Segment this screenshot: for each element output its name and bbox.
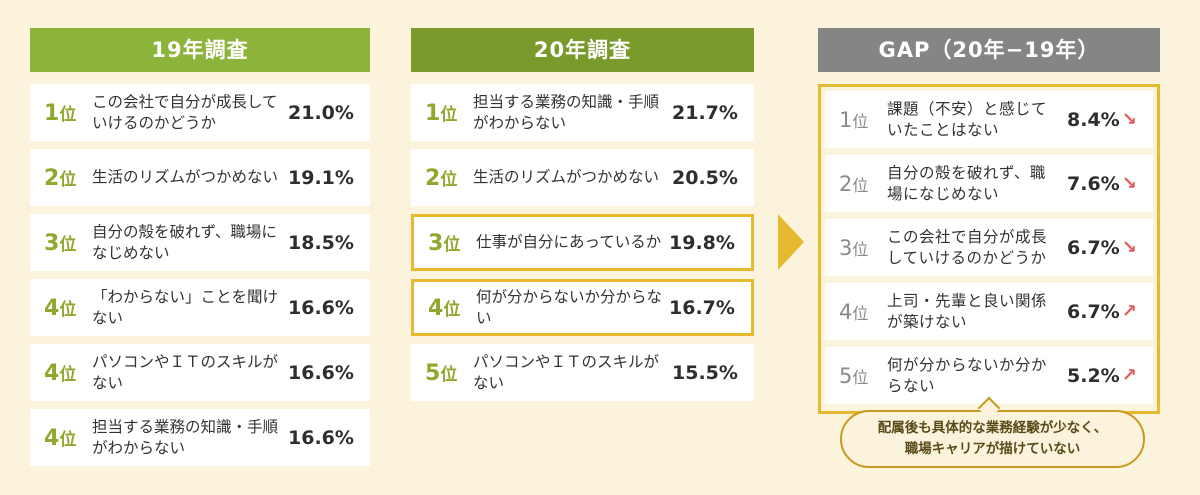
item-value: 18.5% bbox=[288, 231, 354, 254]
ranking-row: 1位 この会社で自分が成長していけるのかどうか 21.0% bbox=[30, 84, 370, 141]
rank-label: 1位 bbox=[425, 100, 458, 126]
survey-2020-header: 20年調査 bbox=[411, 28, 754, 72]
item-text: 課題（不安）と感じていたことはない bbox=[887, 99, 1048, 139]
survey-2019-column: 19年調査 1位 この会社で自分が成長していけるのかどうか 21.0% 2位 生… bbox=[30, 28, 370, 474]
rank-label: 1位 bbox=[44, 100, 77, 126]
ranking-row: 2位 生活のリズムがつかめない 20.5% bbox=[411, 149, 754, 206]
trend-down-icon: ↘ bbox=[1121, 237, 1137, 258]
ranking-row: 5位 何が分からないか分からない 5.2% ↗ bbox=[825, 347, 1153, 404]
item-value: 8.4% ↘ bbox=[1067, 108, 1137, 131]
gap-header: GAP（20年−19年） bbox=[818, 28, 1160, 72]
item-text: 何が分からないか分からない bbox=[476, 287, 663, 327]
item-text: この会社で自分が成長していけるのかどうか bbox=[887, 227, 1048, 267]
item-text: 何が分からないか分からない bbox=[887, 355, 1048, 395]
item-value: 16.7% bbox=[669, 296, 735, 319]
item-value: 7.6% ↘ bbox=[1067, 172, 1137, 195]
rank-label: 5位 bbox=[839, 363, 869, 388]
ranking-row-highlighted: 3位 仕事が自分にあっているか 19.8% bbox=[411, 214, 754, 271]
item-value: 19.1% bbox=[288, 166, 354, 189]
item-value: 21.7% bbox=[672, 101, 738, 124]
item-value: 20.5% bbox=[672, 166, 738, 189]
survey-2019-header: 19年調査 bbox=[30, 28, 370, 72]
item-text: 自分の殻を破れず、職場になじめない bbox=[92, 222, 277, 262]
item-text: パソコンやＩＴのスキルがない bbox=[92, 352, 279, 392]
ranking-row: 4位 「わからない」ことを聞けない 16.6% bbox=[30, 279, 370, 336]
rank-label: 4位 bbox=[44, 295, 77, 321]
item-text: 担当する業務の知識・手順がわからない bbox=[473, 92, 660, 132]
item-value: 16.6% bbox=[288, 361, 354, 384]
item-text: 生活のリズムがつかめない bbox=[92, 168, 279, 186]
ranking-row: 4位 パソコンやＩＴのスキルがない 16.6% bbox=[30, 344, 370, 401]
ranking-row-highlighted: 4位 何が分からないか分からない 16.7% bbox=[411, 279, 754, 336]
rank-label: 4位 bbox=[44, 425, 77, 451]
ranking-row: 3位 自分の殻を破れず、職場になじめない 18.5% bbox=[30, 214, 370, 271]
item-text: 「わからない」ことを聞けない bbox=[92, 287, 279, 327]
rank-label: 2位 bbox=[839, 171, 869, 196]
rank-label: 3位 bbox=[44, 230, 77, 256]
rank-label: 2位 bbox=[44, 165, 77, 191]
trend-up-icon: ↗ bbox=[1121, 301, 1137, 322]
ranking-row: 5位 パソコンやＩＴのスキルがない 15.5% bbox=[411, 344, 754, 401]
trend-up-icon: ↗ bbox=[1121, 365, 1137, 386]
trend-down-icon: ↘ bbox=[1121, 173, 1137, 194]
rank-label: 2位 bbox=[425, 165, 458, 191]
item-value: 5.2% ↗ bbox=[1067, 364, 1137, 387]
right-arrow-icon bbox=[778, 214, 804, 270]
note-bubble: 配属後も具体的な業務経験が少なく、 職場キャリアが描けていない bbox=[840, 410, 1145, 468]
ranking-row: 4位 上司・先輩と良い関係が築けない 6.7% ↗ bbox=[825, 283, 1153, 340]
item-value: 6.7% ↗ bbox=[1067, 300, 1137, 323]
item-value: 15.5% bbox=[672, 361, 738, 384]
ranking-row: 4位 担当する業務の知識・手順がわからない 16.6% bbox=[30, 409, 370, 466]
rank-label: 1位 bbox=[839, 107, 869, 132]
rank-label: 4位 bbox=[839, 299, 869, 324]
ranking-row: 1位 課題（不安）と感じていたことはない 8.4% ↘ bbox=[825, 91, 1153, 148]
item-text: 上司・先輩と良い関係が築けない bbox=[887, 291, 1048, 331]
note-line-1: 配属後も具体的な業務経験が少なく、 bbox=[877, 420, 1108, 436]
ranking-row: 3位 この会社で自分が成長していけるのかどうか 6.7% ↘ bbox=[825, 219, 1153, 276]
ranking-row: 1位 担当する業務の知識・手順がわからない 21.7% bbox=[411, 84, 754, 141]
rank-label: 4位 bbox=[428, 295, 461, 321]
ranking-row: 2位 自分の殻を破れず、職場になじめない 7.6% ↘ bbox=[825, 155, 1153, 212]
rank-label: 5位 bbox=[425, 360, 458, 386]
item-text: 仕事が自分にあっているか bbox=[476, 233, 662, 251]
item-value: 19.8% bbox=[669, 231, 735, 254]
item-text: パソコンやＩＴのスキルがない bbox=[473, 352, 660, 392]
item-value: 16.6% bbox=[288, 426, 354, 449]
gap-frame: 1位 課題（不安）と感じていたことはない 8.4% ↘ 2位 自分の殻を破れず、職… bbox=[818, 84, 1160, 414]
rank-label: 3位 bbox=[839, 235, 869, 260]
note-line-2: 職場キャリアが描けていない bbox=[904, 441, 1081, 457]
item-text: 自分の殻を破れず、職場になじめない bbox=[887, 163, 1046, 203]
rank-label: 4位 bbox=[44, 360, 77, 386]
item-value: 16.6% bbox=[288, 296, 354, 319]
ranking-row: 2位 生活のリズムがつかめない 19.1% bbox=[30, 149, 370, 206]
rank-label: 3位 bbox=[428, 230, 461, 256]
item-text: 生活のリズムがつかめない bbox=[473, 168, 660, 186]
item-value: 21.0% bbox=[288, 101, 354, 124]
item-text: この会社で自分が成長していけるのかどうか bbox=[92, 92, 278, 132]
gap-column: GAP（20年−19年） 1位 課題（不安）と感じていたことはない 8.4% ↘ … bbox=[818, 28, 1160, 414]
trend-down-icon: ↘ bbox=[1121, 109, 1137, 130]
survey-2020-column: 20年調査 1位 担当する業務の知識・手順がわからない 21.7% 2位 生活の… bbox=[411, 28, 754, 409]
item-text: 担当する業務の知識・手順がわからない bbox=[92, 417, 279, 457]
item-value: 6.7% ↘ bbox=[1067, 236, 1137, 259]
